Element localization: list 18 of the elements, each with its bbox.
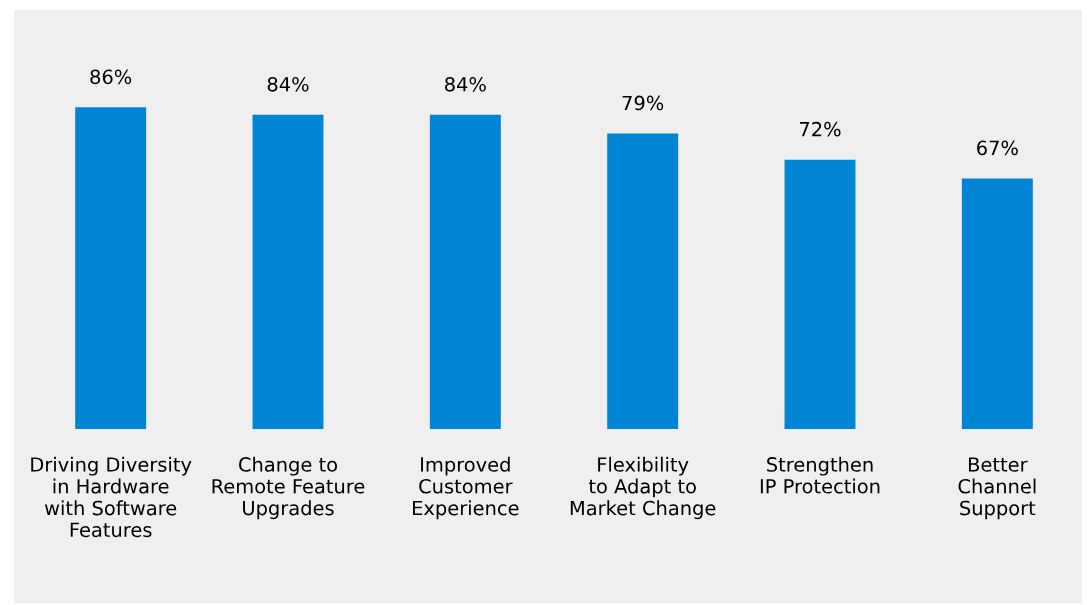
data-label: 67%	[977, 140, 1018, 156]
bar	[429, 114, 501, 429]
x-tick-label: Driving Diversity in Hardware with Software Features	[31, 456, 192, 538]
x-tick-label: Improved Customer Experience	[413, 456, 519, 520]
x-tick-label: Flexibility to Adapt to Market Change	[570, 456, 716, 520]
bar	[607, 133, 679, 429]
data-label: 79%	[622, 95, 664, 111]
bar	[784, 159, 856, 429]
data-label: 84%	[267, 76, 309, 92]
data-label: 84%	[445, 76, 486, 92]
x-tick-label: Strengthen IP Protection	[760, 456, 880, 494]
data-label: 86%	[90, 69, 132, 85]
data-label: 72%	[799, 121, 841, 137]
bar	[252, 114, 324, 429]
x-tick-label: Change to Remote Feature Upgrades	[212, 456, 365, 520]
bar	[961, 178, 1033, 429]
x-tick-label: Better Channel Support	[958, 457, 1036, 520]
bar	[75, 107, 147, 429]
